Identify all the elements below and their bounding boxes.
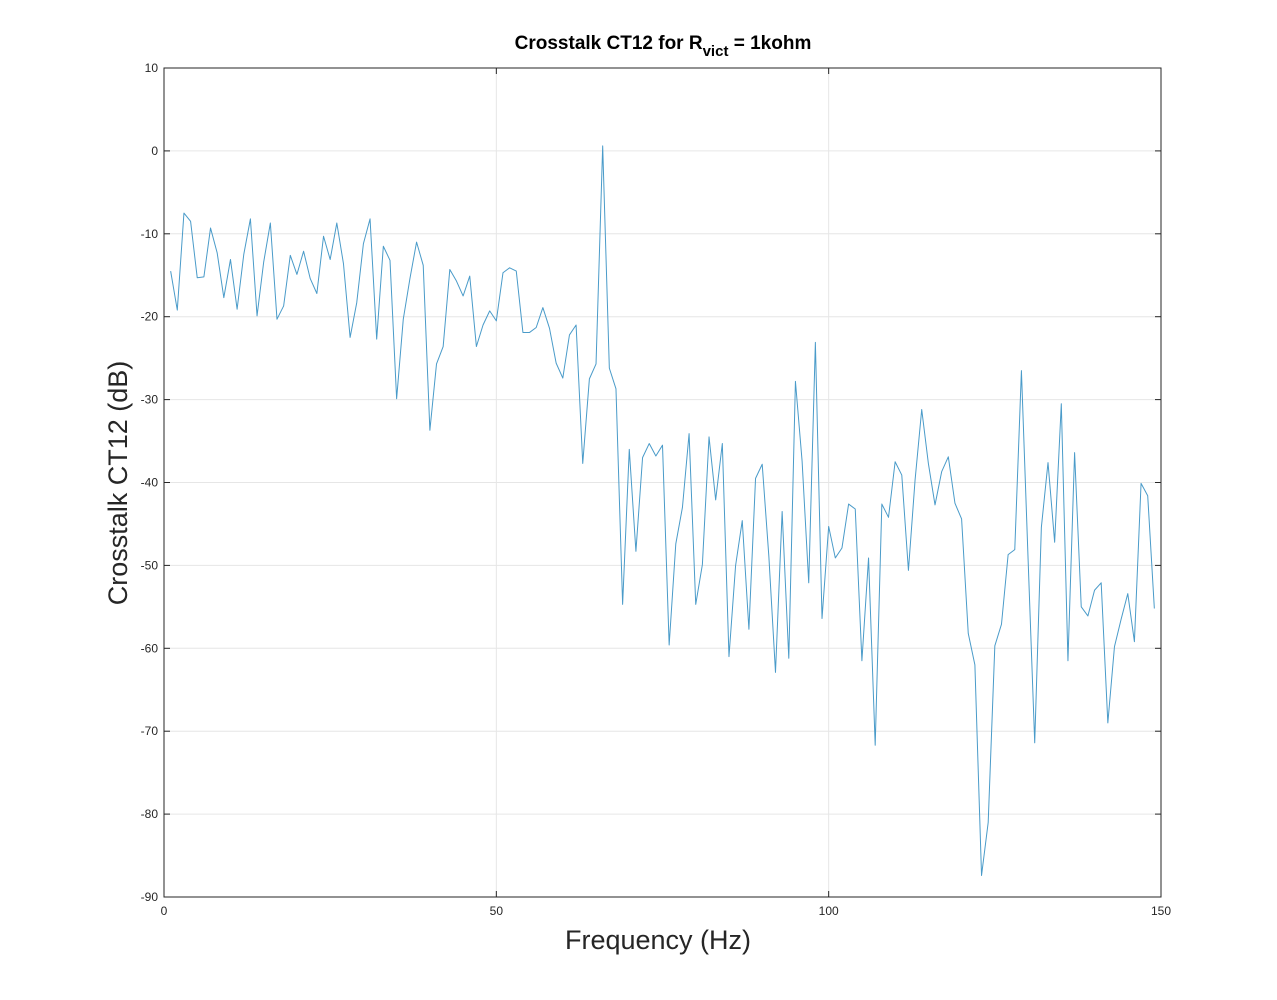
x-tick-labels: 0 50 100 150 [161, 904, 1172, 918]
y-tick-label: -40 [141, 476, 159, 490]
y-tick-label: -50 [141, 558, 159, 572]
y-tick-label: 0 [151, 144, 158, 158]
x-tick-label: 50 [490, 904, 504, 918]
x-tick-label: 100 [819, 904, 839, 918]
y-tick-label: -90 [141, 890, 159, 904]
x-tick-label: 150 [1151, 904, 1171, 918]
y-tick-label: -20 [141, 310, 159, 324]
axis-ticks [163, 67, 1162, 898]
y-axis-label: Crosstalk CT12 (dB) [103, 361, 133, 606]
chart-title-main: Crosstalk CT12 for R [515, 33, 703, 54]
chart-title: Crosstalk CT12 for Rvict = 1kohm [515, 33, 812, 60]
data-series [170, 145, 1155, 876]
y-tick-label: -30 [141, 393, 159, 407]
y-tick-label: -70 [141, 724, 159, 738]
chart-title-suffix: = 1kohm [728, 33, 811, 54]
grid [163, 67, 1162, 898]
y-tick-label: -10 [141, 227, 159, 241]
y-tick-labels: 10 0 -10 -20 -30 -40 -50 -60 -70 -80 -90 [141, 61, 159, 904]
y-tick-label: -60 [141, 641, 159, 655]
x-axis-label: Frequency (Hz) [565, 925, 751, 955]
series-line [170, 145, 1155, 876]
x-tick-label: 0 [161, 904, 168, 918]
y-tick-label: -80 [141, 807, 159, 821]
chart-title-subscript: vict [703, 43, 729, 60]
y-tick-label: 10 [145, 61, 159, 75]
